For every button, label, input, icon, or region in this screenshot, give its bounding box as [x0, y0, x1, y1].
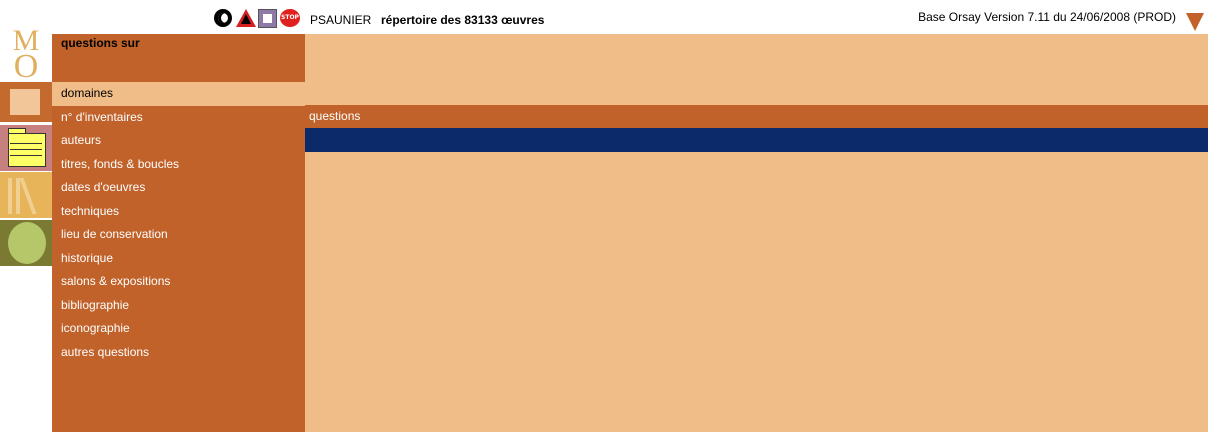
- main-panel: questions: [305, 34, 1208, 432]
- corner-arrow-icon[interactable]: [1186, 13, 1204, 31]
- menu-item-techniques[interactable]: techniques: [61, 203, 120, 218]
- square-icon[interactable]: [0, 82, 52, 122]
- folder-icon[interactable]: [0, 125, 52, 171]
- menu-title: questions sur: [61, 36, 140, 50]
- musee-logo-letter-o: O: [13, 50, 39, 80]
- musee-logo-letter-m: M: [12, 24, 40, 57]
- menu-item-autres-questions[interactable]: autres questions: [61, 344, 150, 359]
- top-header: STOP PSAUNIER répertoire des 83133 œuvre…: [52, 0, 1208, 34]
- repository-title: répertoire des 83133 œuvres: [381, 13, 545, 27]
- menu-item-titres[interactable]: titres, fonds & boucles: [61, 156, 180, 171]
- menu-item-lieu-conservation[interactable]: lieu de conservation: [61, 227, 168, 241]
- menu-item-iconographie[interactable]: iconographie: [61, 321, 130, 335]
- circle-icon[interactable]: [0, 220, 52, 266]
- questions-label: questions: [309, 109, 361, 123]
- menu-item-inventaires[interactable]: n° d'inventaires: [61, 109, 143, 124]
- questions-menu: questions sur domaines n° d'inventaires …: [52, 34, 305, 432]
- navigation-bar[interactable]: [305, 128, 1208, 152]
- menu-item-auteurs[interactable]: auteurs: [61, 133, 102, 147]
- version-label: Base Orsay Version 7.11 du 24/06/2008 (P…: [918, 10, 1176, 24]
- questions-bar: questions: [305, 105, 1208, 128]
- menu-item-salons[interactable]: salons & expositions: [61, 274, 171, 288]
- stop-icon[interactable]: STOP: [280, 9, 300, 27]
- user-name: PSAUNIER: [310, 13, 372, 27]
- yin-yang-icon[interactable]: [214, 9, 232, 27]
- menu-item-domaines[interactable]: domaines: [52, 82, 305, 106]
- tool-icon[interactable]: [258, 9, 277, 28]
- menu-list: domaines n° d'inventaires auteurs titres…: [52, 82, 305, 364]
- menu-item-historique[interactable]: historique: [61, 250, 114, 265]
- menu-item-dates[interactable]: dates d'oeuvres: [61, 180, 146, 194]
- menu-item-bibliographie[interactable]: bibliographie: [61, 297, 130, 312]
- logo-strip: M O: [0, 0, 52, 432]
- warning-icon[interactable]: [236, 9, 256, 27]
- bars-icon[interactable]: [0, 172, 52, 218]
